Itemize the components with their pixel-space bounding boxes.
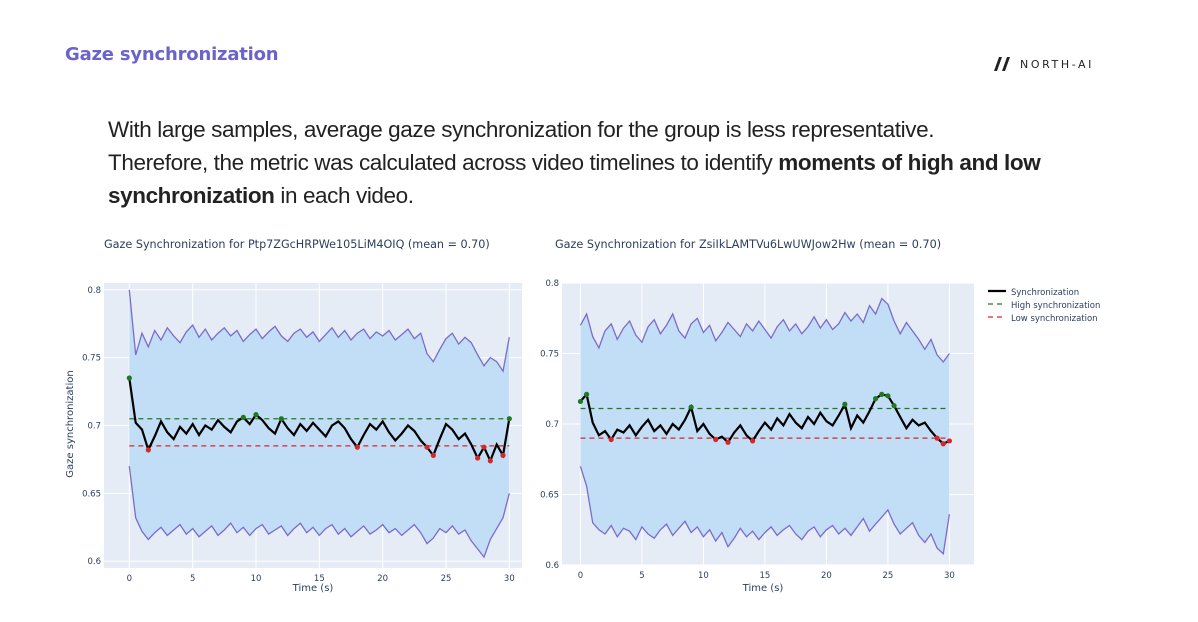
chart-1-lower-bound-line — [128, 466, 510, 559]
chart-2-high-point — [577, 398, 584, 405]
intro-line-2-suffix: in each video. — [274, 183, 414, 208]
chart-1-low-point — [487, 458, 493, 464]
chart-2-title: Gaze Synchronization for ZsiIkLAMTVu6LwU… — [555, 238, 941, 251]
chart-1-ytick-label: 0.75 — [82, 354, 101, 364]
chart-1-high-point — [240, 414, 246, 420]
chart-2-low-point — [940, 441, 946, 447]
chart-2-ytick-label: 0.7 — [545, 420, 559, 430]
chart-1-confidence-band — [129, 289, 510, 558]
chart-1-ytick-label: 0.8 — [87, 286, 101, 296]
intro-highlight: moments of high and low synchronization — [108, 150, 1041, 208]
chart-2-xlabel: Time (s) — [742, 583, 784, 594]
legend-label-low: Low synchronization — [1011, 314, 1098, 324]
chart-2-low-point — [934, 435, 940, 441]
chart-2-low-point — [608, 436, 614, 443]
logo-text: NORTH-AI — [1020, 57, 1095, 71]
chart-1-ytick-label: 0.7 — [87, 422, 101, 432]
legend[interactable]: Synchronization High synchronization Low… — [988, 288, 1100, 324]
chart-1-xtick-label: 25 — [441, 574, 452, 584]
chart-2-low-point — [725, 439, 731, 445]
chart-2-ytick-label: 0.65 — [540, 491, 559, 501]
chart-1-ytick-label: 0.65 — [82, 489, 101, 499]
chart-1-xtick-label: 10 — [251, 574, 262, 584]
chart-1: Gaze Synchronization for Ptp7ZGcHRPWe105… — [65, 238, 522, 594]
chart-2-xtick-label: 10 — [698, 571, 709, 581]
chart-1-xtick-label: 30 — [504, 574, 515, 584]
chart-1-high-point — [506, 416, 512, 422]
chart-1-xlabel: Time (s) — [292, 583, 334, 594]
chart-1-ytick-label: 0.6 — [87, 557, 101, 567]
legend-item-low[interactable]: Low synchronization — [988, 314, 1098, 324]
chart-1-sync-line — [128, 377, 511, 464]
intro-line-2: Therefore, the metric was calculated acr… — [108, 146, 1128, 212]
chart-2-xtick-label: 5 — [639, 571, 644, 581]
chart-2-ytick-label: 0.6 — [545, 561, 559, 571]
chart-2: Gaze Synchronization for ZsiIkLAMTVu6LwU… — [540, 238, 974, 594]
chart-1-low-point — [145, 447, 151, 453]
chart-1-low-point — [424, 444, 430, 450]
chart-2-high-point — [842, 401, 848, 407]
chart-2-confidence-band — [580, 298, 950, 554]
chart-1-high-point — [253, 412, 259, 418]
legend-item-high[interactable]: High synchronization — [988, 301, 1100, 311]
north-ai-logo-icon — [994, 57, 1010, 71]
chart-2-xtick-label: 0 — [578, 571, 583, 581]
chart-1-title: Gaze Synchronization for Ptp7ZGcHRPWe105… — [104, 238, 490, 251]
intro-line-1: With large samples, average gaze synchro… — [108, 117, 935, 142]
intro-paragraph: With large samples, average gaze synchro… — [108, 113, 1128, 212]
chart-2-ytick-label: 0.75 — [540, 350, 559, 360]
legend-label-high: High synchronization — [1011, 301, 1100, 311]
brand-logo: NORTH-AI — [992, 56, 1094, 72]
chart-2-low-point — [946, 438, 953, 444]
chart-2-high-point — [885, 393, 891, 399]
chart-1-upper-bound-line — [128, 289, 510, 373]
chart-2-high-point — [879, 391, 885, 397]
chart-1-low-point — [475, 455, 481, 461]
chart-2-high-point — [873, 396, 879, 402]
chart-2-low-point — [713, 436, 719, 443]
chart-2-high-point — [583, 391, 590, 397]
page-title: Gaze synchronization — [65, 44, 279, 65]
chart-2-xtick-label: 15 — [760, 571, 771, 581]
chart-1-ylabel: Gaze synchronization — [65, 370, 76, 477]
chart-2-ytick-label: 0.8 — [545, 279, 559, 289]
chart-1-high-point — [126, 375, 132, 381]
chart-2-high-point — [688, 404, 694, 410]
chart-1-low-point — [500, 452, 506, 458]
chart-1-xtick-label: 5 — [190, 574, 195, 584]
chart-1-xtick-label: 15 — [314, 574, 325, 584]
chart-1-high-point — [278, 416, 284, 422]
chart-1-low-point — [430, 452, 436, 458]
chart-2-xtick-label: 30 — [944, 571, 955, 581]
chart-1-low-point — [481, 444, 487, 450]
chart-2-upper-bound-line — [579, 297, 950, 364]
chart-2-xtick-label: 20 — [821, 571, 832, 581]
chart-2-lower-bound-line — [579, 466, 951, 555]
intro-line-2-prefix: Therefore, the metric was calculated acr… — [108, 150, 779, 175]
legend-item-sync[interactable]: Synchronization — [988, 288, 1079, 298]
chart-2-high-point — [891, 403, 897, 409]
chart-1-xtick-label: 20 — [377, 574, 388, 584]
chart-1-xtick-label: 0 — [127, 574, 132, 584]
chart-2-xtick-label: 25 — [882, 571, 893, 581]
chart-1-low-point — [354, 444, 360, 450]
legend-label-sync: Synchronization — [1011, 288, 1079, 298]
chart-2-low-point — [750, 438, 756, 444]
